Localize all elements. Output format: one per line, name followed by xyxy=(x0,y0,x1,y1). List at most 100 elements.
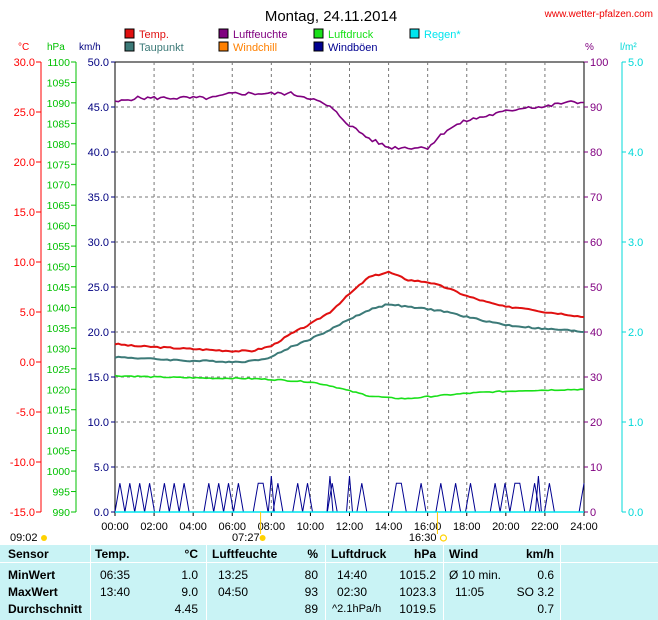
axis-unit-labels: °C hPa km/h% l/m² xyxy=(18,42,637,53)
legend-label: Luftfeuchte xyxy=(233,29,287,41)
stats-humidity-time: 13:25 xyxy=(218,568,249,582)
wind-tick-label: 15.0 xyxy=(88,372,109,384)
stats-pressure-value: 1015.2 xyxy=(399,568,436,582)
pressure-tick-label: 1020 xyxy=(47,384,71,396)
pressure-tick-label: 1015 xyxy=(47,405,71,417)
humidity-tick-label: 50 xyxy=(590,282,602,294)
stats-humidity-value: 89 xyxy=(304,602,318,616)
legend-swatch xyxy=(313,28,324,39)
stats-header-sensor: Sensor xyxy=(8,547,49,561)
rain-tick-label: 0.0 xyxy=(628,507,643,519)
windboeen-peak xyxy=(326,475,334,513)
pressure-tick-label: 1060 xyxy=(47,221,71,233)
pressure-tick-label: 1025 xyxy=(47,364,71,376)
pressure-tick-label: 1005 xyxy=(47,446,71,458)
wind-tick-label: 5.0 xyxy=(94,462,109,474)
wind-tick-label: 50.0 xyxy=(88,57,109,69)
stats-col-divider xyxy=(443,545,444,620)
windboeen-peak xyxy=(534,475,542,513)
moonset-time: 09:02 xyxy=(10,532,38,544)
windboeen-peak xyxy=(346,475,353,513)
time-tick-label: 12:00 xyxy=(336,521,364,533)
humidity-tick-label: 90 xyxy=(590,102,602,114)
stats-wind-value: 0.7 xyxy=(537,602,554,616)
humidity-tick-label: 60 xyxy=(590,237,602,249)
rain-unit-label: l/m² xyxy=(620,42,637,53)
stats-header-pressure: Luftdruck xyxy=(331,547,387,561)
stats-temp-value: 4.45 xyxy=(174,602,198,616)
stats-table: Sensor Temp. °C Luftfeuchte % Luftdruck … xyxy=(0,545,658,620)
legend-swatch xyxy=(124,28,135,39)
stats-temp-time: 13:40 xyxy=(100,585,131,599)
temp-tick-label: 0.0 xyxy=(20,357,35,369)
stats-row-label: MaxWert xyxy=(8,585,58,599)
legend-label: Temp. xyxy=(139,29,169,41)
stats-temp-value: 1.0 xyxy=(181,568,198,582)
temp-tick-label: 30.0 xyxy=(14,57,35,69)
time-tick-label: 02:00 xyxy=(140,521,168,533)
stats-header-pressure-unit: hPa xyxy=(413,547,436,561)
pressure-tick-label: 1080 xyxy=(47,139,71,151)
wind-tick-label: 25.0 xyxy=(88,282,109,294)
pressure-tick-label: 1070 xyxy=(47,180,71,192)
stats-pressure-value: 1023.3 xyxy=(399,585,436,599)
sunrise-icon xyxy=(259,535,266,541)
stats-wind-time: Ø 10 min. xyxy=(449,568,502,582)
time-tick-label: 14:00 xyxy=(375,521,403,533)
humidity-tick-label: 0 xyxy=(590,507,596,519)
pressure-tick-label: 1035 xyxy=(47,323,71,335)
time-tick-label: 18:00 xyxy=(453,521,481,533)
stats-pressure-time: 14:40 xyxy=(337,568,368,582)
rain-tick-label: 4.0 xyxy=(628,147,643,159)
stats-humidity-time: 04:50 xyxy=(218,585,249,599)
stats-header-humidity: Luftfeuchte xyxy=(212,547,278,561)
site-link[interactable]: www.wetter-pfalzen.com xyxy=(544,9,653,20)
series-luftfeuchte-line xyxy=(114,90,584,151)
wind-tick-label: 0.0 xyxy=(94,507,109,519)
data-series xyxy=(114,90,585,513)
pressure-tick-label: 1065 xyxy=(47,200,71,212)
stats-pressure-time: 02:30 xyxy=(337,585,368,599)
legend-swatch xyxy=(124,41,135,52)
stats-col-divider xyxy=(90,545,91,620)
stats-header-wind-unit: km/h xyxy=(525,547,554,561)
time-tick-label: 04:00 xyxy=(179,521,207,533)
pressure-tick-label: 1095 xyxy=(47,77,71,89)
temp-unit-label: °C xyxy=(18,42,29,53)
humidity-tick-label: 10 xyxy=(590,462,602,474)
stats-humidity-value: 80 xyxy=(304,568,318,582)
humidity-tick-label: 100 xyxy=(590,57,608,69)
wind-unit-label: km/h xyxy=(79,42,101,53)
series-luftdruck-line xyxy=(114,374,585,400)
time-tick-label: 00:00 xyxy=(101,521,129,533)
stats-col-divider xyxy=(206,545,207,620)
stats-temp-time: 06:35 xyxy=(100,568,131,582)
sunset-time: 16:30 xyxy=(409,532,437,544)
stats-header-wind: Wind xyxy=(449,547,479,561)
stats-wind-time: 11:05 xyxy=(455,585,485,599)
pressure-unit-label: hPa xyxy=(47,42,65,53)
stats-row-label: Durchschnitt xyxy=(8,602,83,616)
legend-label: Luftdruck xyxy=(328,29,374,41)
stats-header-divider xyxy=(0,562,658,563)
wind-tick-label: 20.0 xyxy=(88,327,109,339)
wind-tick-label: 10.0 xyxy=(88,417,109,429)
legend-swatch xyxy=(313,41,324,52)
axes: 30.0 25.0 20.0 15.0 10.0 5.0 0.0 -5.0 -10.0 -15.0… xyxy=(10,57,643,533)
rain-tick-label: 2.0 xyxy=(628,327,643,339)
temp-tick-label: -15.0 xyxy=(10,507,35,519)
plot-grid xyxy=(115,62,584,512)
pressure-tick-label: 990 xyxy=(52,507,70,519)
temp-tick-label: 15.0 xyxy=(14,207,35,219)
stats-header-humidity-unit: % xyxy=(307,547,318,561)
pressure-tick-label: 1055 xyxy=(47,241,71,253)
stats-col-divider xyxy=(560,545,561,620)
time-tick-label: 20:00 xyxy=(492,521,520,533)
legend-swatch xyxy=(218,41,229,52)
temp-tick-label: 25.0 xyxy=(14,107,35,119)
pressure-tick-label: 1075 xyxy=(47,159,71,171)
time-tick-label: 10:00 xyxy=(297,521,325,533)
pressure-tick-label: 1050 xyxy=(47,262,71,274)
legend-label: Taupunkt xyxy=(139,42,184,54)
sunrise-time: 07:27 xyxy=(232,532,260,544)
